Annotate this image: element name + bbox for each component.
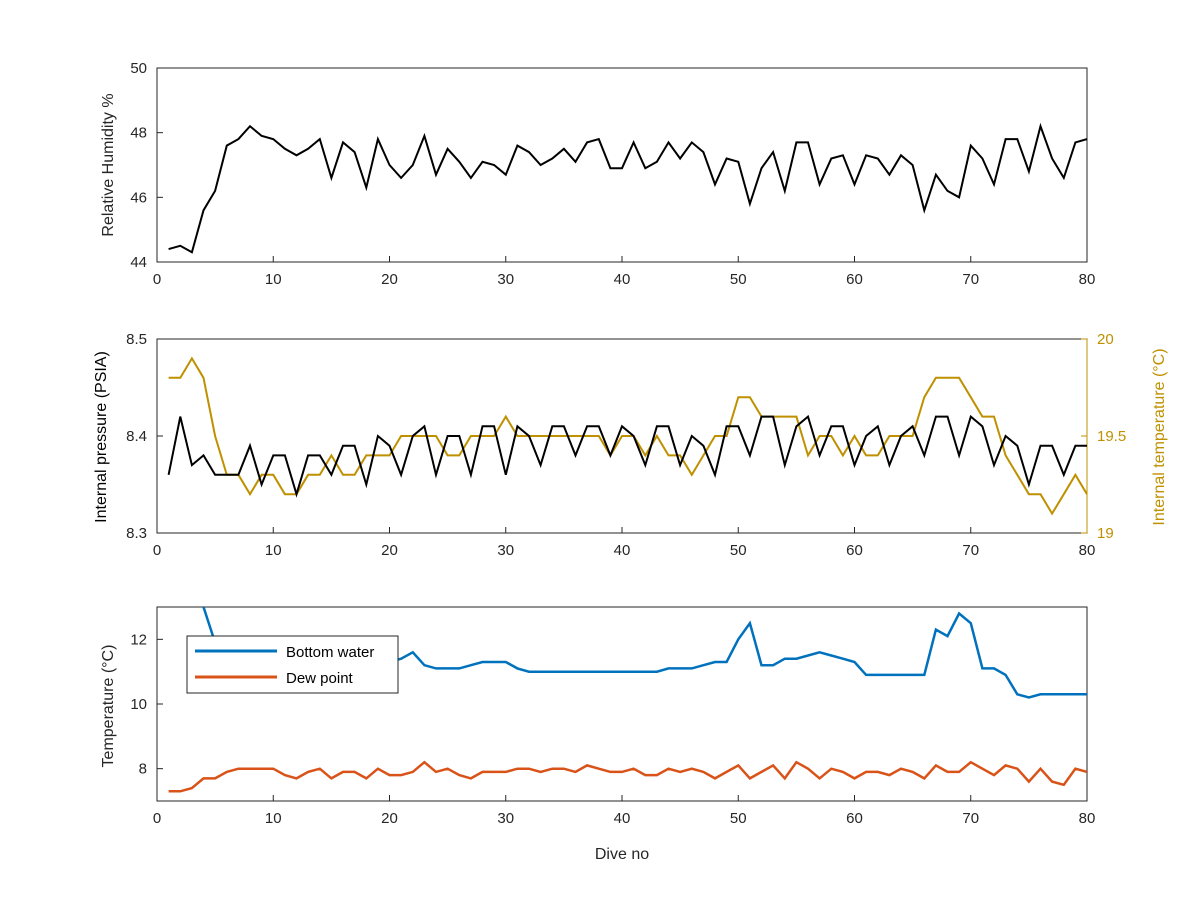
x-tick-label: 50 — [730, 271, 747, 288]
y2-tick-label: 20 — [1097, 331, 1114, 348]
legend: Bottom water Dew point — [186, 635, 399, 694]
x-tick-label: 60 — [846, 271, 863, 288]
pressure-x-ticks: 0 10 20 30 40 50 60 70 80 — [153, 527, 1096, 559]
humidity-plot-area — [156, 67, 1088, 263]
temperature-y-axis-label: Temperature (°C) — [100, 645, 117, 768]
x-tick-label: 30 — [497, 271, 514, 288]
y-tick-label: 8 — [139, 761, 147, 778]
x-tick-label: 30 — [497, 810, 514, 827]
dew-point-line — [168, 760, 1087, 793]
x-tick-label: 50 — [730, 810, 747, 827]
x-tick-label: 60 — [846, 810, 863, 827]
y-tick-label: 12 — [130, 631, 147, 648]
x-tick-label: 40 — [614, 271, 631, 288]
y-tick-label: 46 — [130, 189, 147, 206]
x-tick-label: 80 — [1079, 271, 1096, 288]
humidity-y-ticks: 44 46 48 50 — [130, 60, 163, 271]
humidity-panel: 0 10 20 30 40 50 60 70 80 44 46 48 50 Relative Humi… — [100, 60, 1095, 288]
pressure-panel: 0 10 20 30 40 50 60 70 80 8.3 8.4 8.5 19 19.5 20 Int… — [93, 331, 1168, 559]
pressure-y2-ticks: 19 19.5 20 — [1081, 331, 1126, 542]
temperature-x-ticks: 0 10 20 30 40 50 60 70 80 — [153, 795, 1096, 827]
humidity-x-ticks: 0 10 20 30 40 50 60 70 80 — [153, 256, 1096, 288]
x-tick-label: 10 — [265, 542, 282, 559]
pressure-y-axis-label: Internal pressure (PSIA) — [93, 351, 110, 523]
pressure-y-ticks: 8.3 8.4 8.5 — [126, 331, 163, 542]
temperature-x-axis-label: Dive no — [595, 846, 649, 863]
x-tick-label: 70 — [962, 542, 979, 559]
x-tick-label: 30 — [497, 542, 514, 559]
humidity-y-axis-label: Relative Humidity % — [100, 93, 117, 236]
x-tick-label: 20 — [381, 810, 398, 827]
x-tick-label: 20 — [381, 271, 398, 288]
y-tick-label: 8.3 — [126, 525, 147, 542]
y2-tick-label: 19 — [1097, 525, 1114, 542]
x-tick-label: 10 — [265, 271, 282, 288]
x-tick-label: 70 — [962, 810, 979, 827]
x-tick-label: 0 — [153, 810, 161, 827]
temperature-y-ticks: 8 10 12 — [130, 631, 163, 778]
x-tick-label: 50 — [730, 542, 747, 559]
y-tick-label: 8.4 — [126, 428, 147, 445]
x-tick-label: 20 — [381, 542, 398, 559]
legend-bottom-water-label: Bottom water — [286, 644, 374, 661]
legend-box — [186, 635, 399, 694]
x-tick-label: 80 — [1079, 542, 1096, 559]
x-tick-label: 10 — [265, 810, 282, 827]
pressure-series-0-line — [167, 414, 1087, 498]
x-tick-label: 0 — [153, 271, 161, 288]
x-tick-label: 80 — [1079, 810, 1096, 827]
y-tick-label: 48 — [130, 125, 147, 142]
x-tick-label: 60 — [846, 542, 863, 559]
y2-tick-label: 19.5 — [1097, 428, 1126, 445]
x-tick-label: 70 — [962, 271, 979, 288]
pressure-lines — [167, 356, 1087, 516]
y-tick-label: 10 — [130, 696, 147, 713]
y-tick-label: 44 — [130, 254, 147, 271]
humidity-series-0-line — [168, 122, 1087, 254]
x-tick-label: 0 — [153, 542, 161, 559]
x-tick-label: 40 — [614, 810, 631, 827]
humidity-lines — [168, 122, 1087, 254]
pressure-series-1-line — [168, 356, 1087, 516]
x-tick-label: 40 — [614, 542, 631, 559]
legend-dew-point-label: Dew point — [286, 670, 354, 687]
temperature-y2-axis-label: Internal temperature (°C) — [1151, 348, 1168, 525]
y-tick-label: 50 — [130, 60, 147, 77]
temperature-panel: 0 10 20 30 40 50 60 70 80 8 10 12 Temperature (°C)… — [100, 606, 1096, 863]
y-tick-label: 8.5 — [126, 331, 147, 348]
